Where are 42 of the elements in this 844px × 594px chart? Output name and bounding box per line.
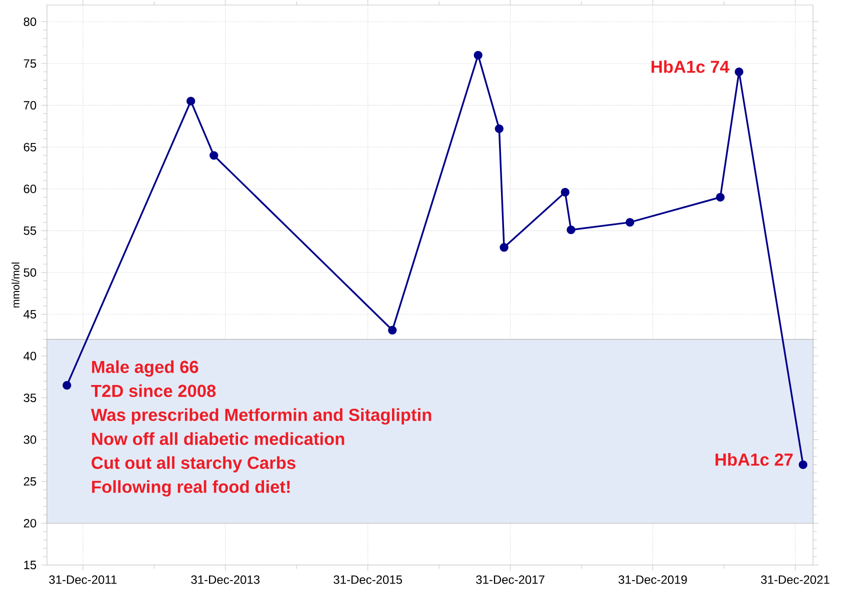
x-tick-label: 31-Dec-2019 bbox=[618, 575, 687, 584]
annotation: HbA1c 74 bbox=[652, 60, 730, 73]
x-tick-label: 31-Dec-2013 bbox=[191, 575, 260, 584]
annotation: Now off all diabetic medication bbox=[92, 432, 344, 445]
point bbox=[186, 96, 196, 106]
annotation: T2D since 2008 bbox=[91, 384, 216, 398]
point bbox=[474, 50, 482, 60]
x-tick-label: 31-Dec-2017 bbox=[476, 575, 544, 584]
y-tick-label: 45 bbox=[24, 310, 36, 318]
point bbox=[566, 226, 576, 234]
annotation: Male aged 66 bbox=[92, 360, 198, 377]
point bbox=[494, 124, 504, 134]
annotation: HbA1c 27 bbox=[716, 453, 793, 466]
y-tick-label: 35 bbox=[24, 394, 36, 402]
x-tick-label: 31-Dec-2021 bbox=[761, 575, 830, 584]
y-tick-label: 30 bbox=[24, 435, 36, 444]
annotation: Was prescribed Metformin and Sitagliptin bbox=[90, 408, 432, 425]
point bbox=[716, 192, 725, 202]
annotation: Following real food diet! bbox=[92, 480, 290, 496]
y-tick-label: 65 bbox=[24, 142, 36, 152]
y-tick-label: 15 bbox=[24, 560, 36, 570]
point bbox=[626, 218, 634, 227]
point bbox=[62, 380, 72, 390]
point bbox=[388, 326, 397, 334]
point bbox=[734, 68, 744, 76]
x-tick-label: 31-Dec-2015 bbox=[334, 575, 402, 584]
y-tick-label: 70 bbox=[24, 101, 36, 110]
y-axis-title: mmol/mol bbox=[12, 262, 20, 308]
y-tick-label: 55 bbox=[24, 226, 36, 235]
annotation: Cut out all starchy Carbs bbox=[92, 456, 296, 472]
point bbox=[210, 151, 218, 160]
y-tick-label: 20 bbox=[24, 518, 36, 528]
y-tick-label: 40 bbox=[24, 352, 36, 360]
point bbox=[500, 243, 508, 252]
y-tick-label: 25 bbox=[24, 477, 36, 486]
point bbox=[560, 188, 570, 197]
y-tick-label: 80 bbox=[24, 17, 36, 26]
y-tick-label: 60 bbox=[24, 184, 36, 194]
y-tick-label: 75 bbox=[24, 59, 36, 68]
x-tick-label: 31-Dec-2011 bbox=[49, 575, 117, 584]
y-tick-label: 50 bbox=[24, 268, 36, 277]
point bbox=[798, 460, 808, 470]
